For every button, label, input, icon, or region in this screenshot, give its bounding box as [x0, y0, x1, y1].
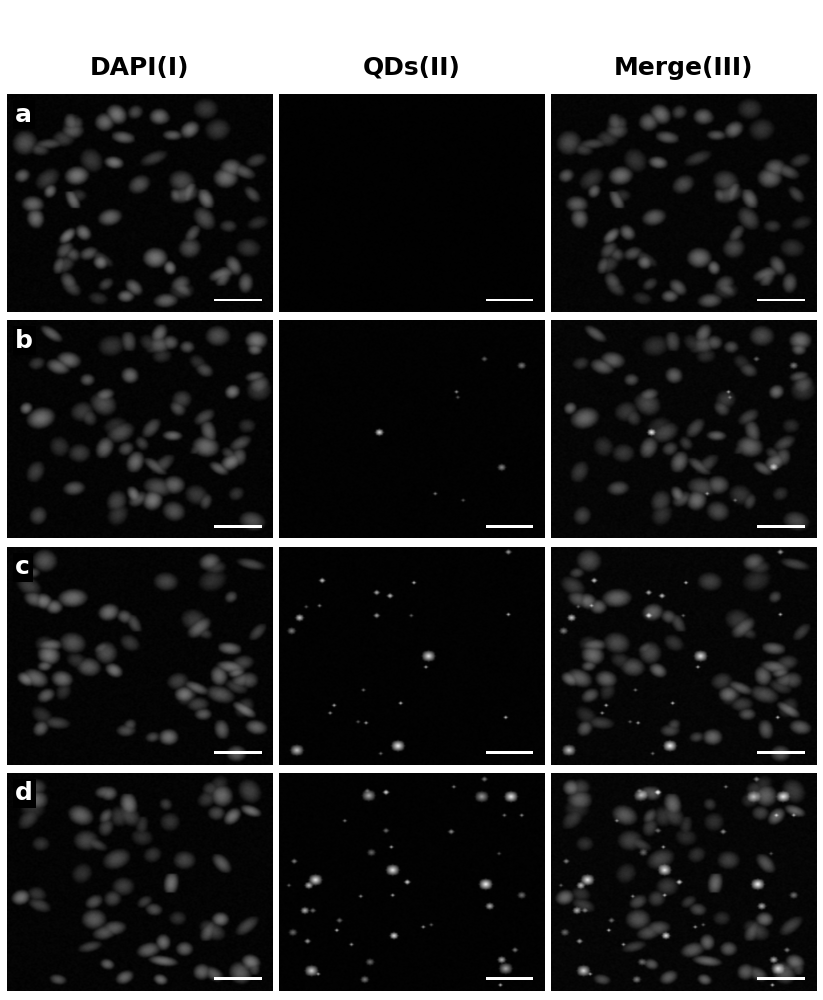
FancyBboxPatch shape	[214, 299, 262, 301]
FancyBboxPatch shape	[757, 299, 805, 301]
Text: Merge(III): Merge(III)	[613, 55, 753, 80]
Text: d: d	[16, 781, 33, 805]
FancyBboxPatch shape	[757, 525, 805, 528]
FancyBboxPatch shape	[486, 299, 533, 301]
Text: QDs(II): QDs(II)	[363, 55, 460, 80]
Text: DAPI(I): DAPI(I)	[91, 55, 189, 80]
FancyBboxPatch shape	[486, 751, 533, 754]
FancyBboxPatch shape	[214, 525, 262, 528]
FancyBboxPatch shape	[757, 751, 805, 754]
Text: b: b	[16, 329, 33, 353]
Text: c: c	[16, 555, 30, 579]
FancyBboxPatch shape	[214, 977, 262, 980]
FancyBboxPatch shape	[486, 525, 533, 528]
FancyBboxPatch shape	[486, 977, 533, 980]
Text: a: a	[16, 103, 32, 127]
FancyBboxPatch shape	[214, 751, 262, 754]
FancyBboxPatch shape	[757, 977, 805, 980]
